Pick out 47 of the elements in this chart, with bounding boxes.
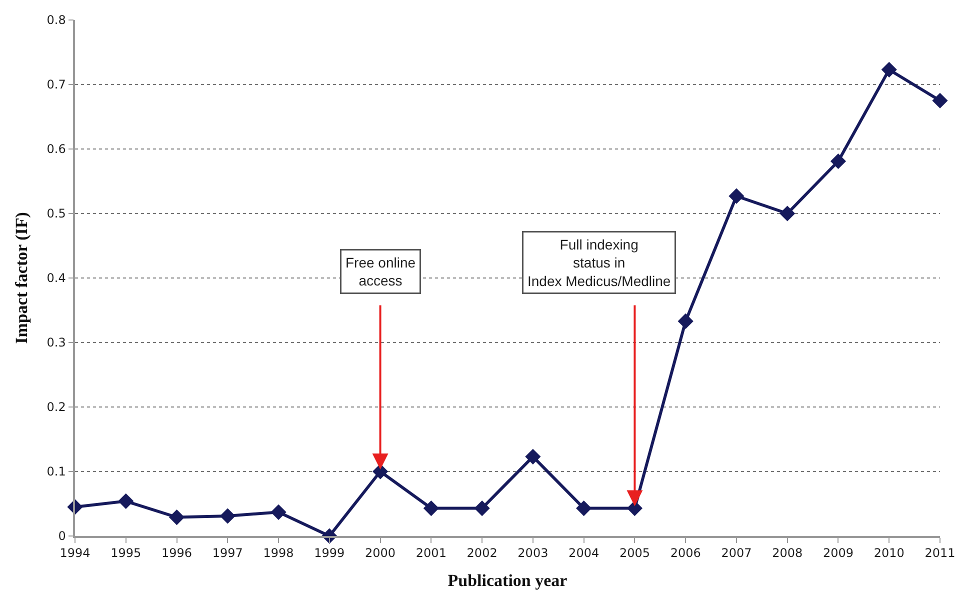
x-tick-label: 2011 — [924, 546, 956, 560]
y-tick-label: 0.8 — [46, 13, 66, 28]
point — [626, 500, 643, 516]
point — [118, 493, 134, 509]
point — [423, 500, 439, 516]
point — [372, 464, 388, 480]
point — [525, 448, 541, 464]
y-tick-label: 0.5 — [46, 206, 66, 221]
annotation: Full indexing status in Index Medicus/Medline — [528, 236, 671, 289]
point — [576, 500, 592, 516]
point — [881, 62, 897, 78]
x-tick-label: 2009 — [822, 546, 854, 560]
x-tick-label: 1999 — [314, 546, 345, 560]
x-tick-label: 1996 — [161, 546, 192, 560]
point — [728, 188, 744, 204]
x-tick-label: 2010 — [874, 546, 904, 560]
x-tick-label: 2002 — [466, 546, 498, 560]
y-tick-label: 0.7 — [46, 78, 66, 92]
y-tick-label: 0.4 — [46, 271, 66, 286]
x-tick-label: 2004 — [568, 546, 600, 560]
y-tick-label: 0.6 — [46, 142, 66, 156]
x-tick-label: 2008 — [772, 546, 803, 560]
point — [168, 510, 185, 526]
point — [220, 508, 236, 524]
y-tick-label: 0 — [58, 529, 66, 544]
point — [830, 153, 846, 170]
annotation: Free online access — [346, 254, 416, 289]
x-axis-title: Publication year — [448, 571, 568, 590]
x-tick-label: 2003 — [518, 546, 548, 560]
x-tick-label: 2006 — [670, 546, 701, 560]
point — [932, 92, 948, 108]
y-tick-label: 0.1 — [46, 464, 66, 479]
y-axis-title: Impact factor (IF) — [12, 212, 31, 344]
x-tick-label: 2005 — [619, 546, 650, 560]
point — [270, 504, 286, 520]
x-tick-label: 1994 — [60, 546, 90, 560]
point — [780, 206, 796, 222]
point — [474, 500, 490, 516]
x-tick-label: 1995 — [110, 546, 142, 560]
x-tick-label: 2000 — [365, 546, 396, 560]
point — [678, 313, 694, 330]
y-tick-label: 0.3 — [46, 336, 66, 350]
x-tick-label: 1997 — [212, 546, 243, 560]
x-tick-label: 2007 — [721, 546, 752, 560]
y-tick-label: 0.2 — [46, 400, 66, 414]
x-tick-label: 1998 — [263, 546, 294, 560]
x-tick-label: 2001 — [416, 546, 446, 560]
